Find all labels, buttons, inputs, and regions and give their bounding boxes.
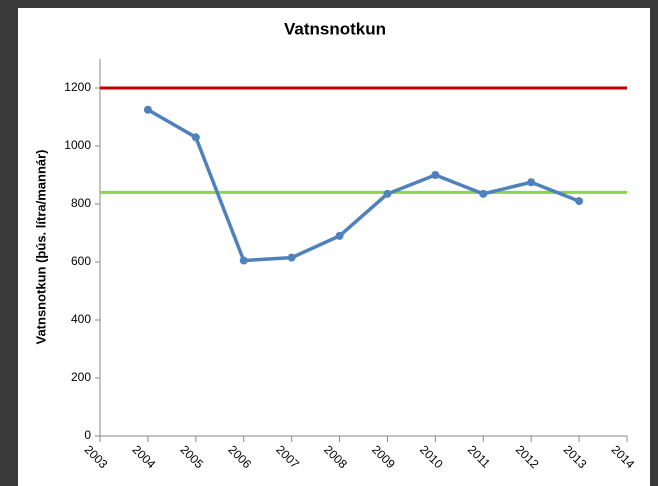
- y-tick-label: 800: [71, 196, 91, 210]
- data-point: [527, 178, 536, 187]
- y-tick-label: 400: [71, 312, 91, 326]
- data-point: [431, 171, 440, 179]
- data-point: [479, 189, 488, 198]
- chart-panel: [18, 8, 650, 486]
- y-tick-label: 1000: [64, 138, 91, 152]
- data-point: [191, 133, 200, 142]
- chart-title: Vatnsnotkun: [284, 19, 386, 38]
- y-tick-label: 200: [71, 370, 91, 384]
- y-axis-label: Vatnsnotkun (þús. lítra/mannár): [33, 149, 48, 344]
- y-tick-label: 0: [84, 428, 91, 442]
- data-line: [147, 108, 580, 263]
- data-point: [335, 231, 344, 240]
- y-tick-label: 1200: [64, 80, 91, 94]
- data-point: [287, 253, 296, 262]
- y-tick-label: 600: [71, 254, 91, 268]
- data-point: [143, 105, 152, 114]
- data-point: [239, 256, 248, 265]
- data-point: [575, 197, 584, 206]
- data-point: [383, 189, 392, 198]
